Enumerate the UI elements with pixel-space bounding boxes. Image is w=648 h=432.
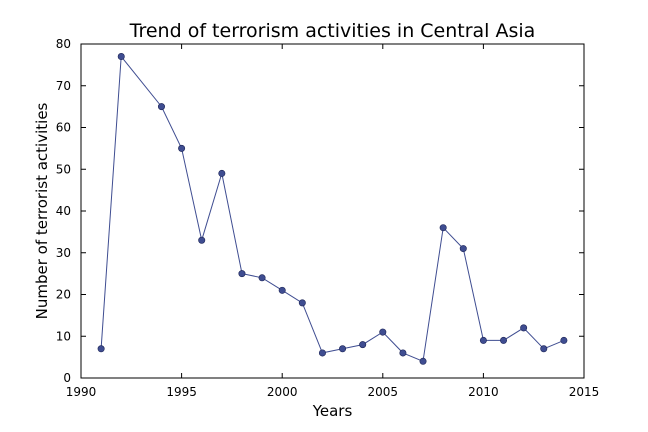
y-tick-label: 0 bbox=[63, 371, 71, 385]
x-tick-label: 1995 bbox=[166, 385, 197, 399]
data-point bbox=[359, 341, 367, 349]
y-tick-label: 20 bbox=[56, 288, 71, 302]
y-tick-label: 60 bbox=[56, 121, 71, 135]
data-point bbox=[560, 336, 568, 344]
y-tick-label: 50 bbox=[56, 162, 71, 176]
data-point bbox=[419, 357, 427, 365]
data-point bbox=[439, 224, 447, 232]
data-point bbox=[157, 103, 165, 111]
plot-frame bbox=[80, 43, 585, 379]
series-line bbox=[100, 55, 565, 363]
data-point bbox=[218, 169, 226, 177]
data-point bbox=[479, 336, 487, 344]
axes: 1990 1995 2000 2005 2010 2015 0 10 20 30 40 50 60 70 8… bbox=[56, 37, 600, 399]
data-point bbox=[500, 336, 508, 344]
x-tick-label: 2010 bbox=[468, 385, 499, 399]
x-tick-label: 2015 bbox=[569, 385, 600, 399]
series-layer bbox=[97, 53, 568, 365]
data-point bbox=[339, 345, 347, 353]
y-tick-label: 10 bbox=[56, 329, 71, 343]
data-point bbox=[459, 245, 467, 253]
data-point bbox=[278, 286, 286, 294]
data-point bbox=[178, 144, 186, 152]
y-tick-label: 70 bbox=[56, 79, 71, 93]
x-tick-label: 2005 bbox=[368, 385, 399, 399]
y-tick-label: 30 bbox=[56, 246, 71, 260]
x-tick-label: 1990 bbox=[66, 385, 97, 399]
data-point bbox=[318, 349, 326, 357]
data-point bbox=[97, 345, 105, 353]
data-point bbox=[520, 324, 528, 332]
y-axis-label: Number of terrorist activities bbox=[33, 102, 51, 319]
data-point bbox=[379, 328, 387, 336]
chart-title: Trend of terrorism activities in Central… bbox=[129, 20, 536, 42]
x-tick-label: 2000 bbox=[267, 385, 298, 399]
data-point bbox=[198, 236, 206, 244]
data-point bbox=[298, 299, 306, 307]
data-point bbox=[540, 345, 548, 353]
y-tick-label: 80 bbox=[56, 37, 71, 51]
data-point bbox=[238, 270, 246, 278]
data-point bbox=[399, 349, 407, 357]
x-axis-label: Years bbox=[312, 402, 353, 420]
data-point bbox=[117, 53, 125, 61]
data-point bbox=[258, 274, 266, 282]
y-tick-label: 40 bbox=[56, 204, 71, 218]
